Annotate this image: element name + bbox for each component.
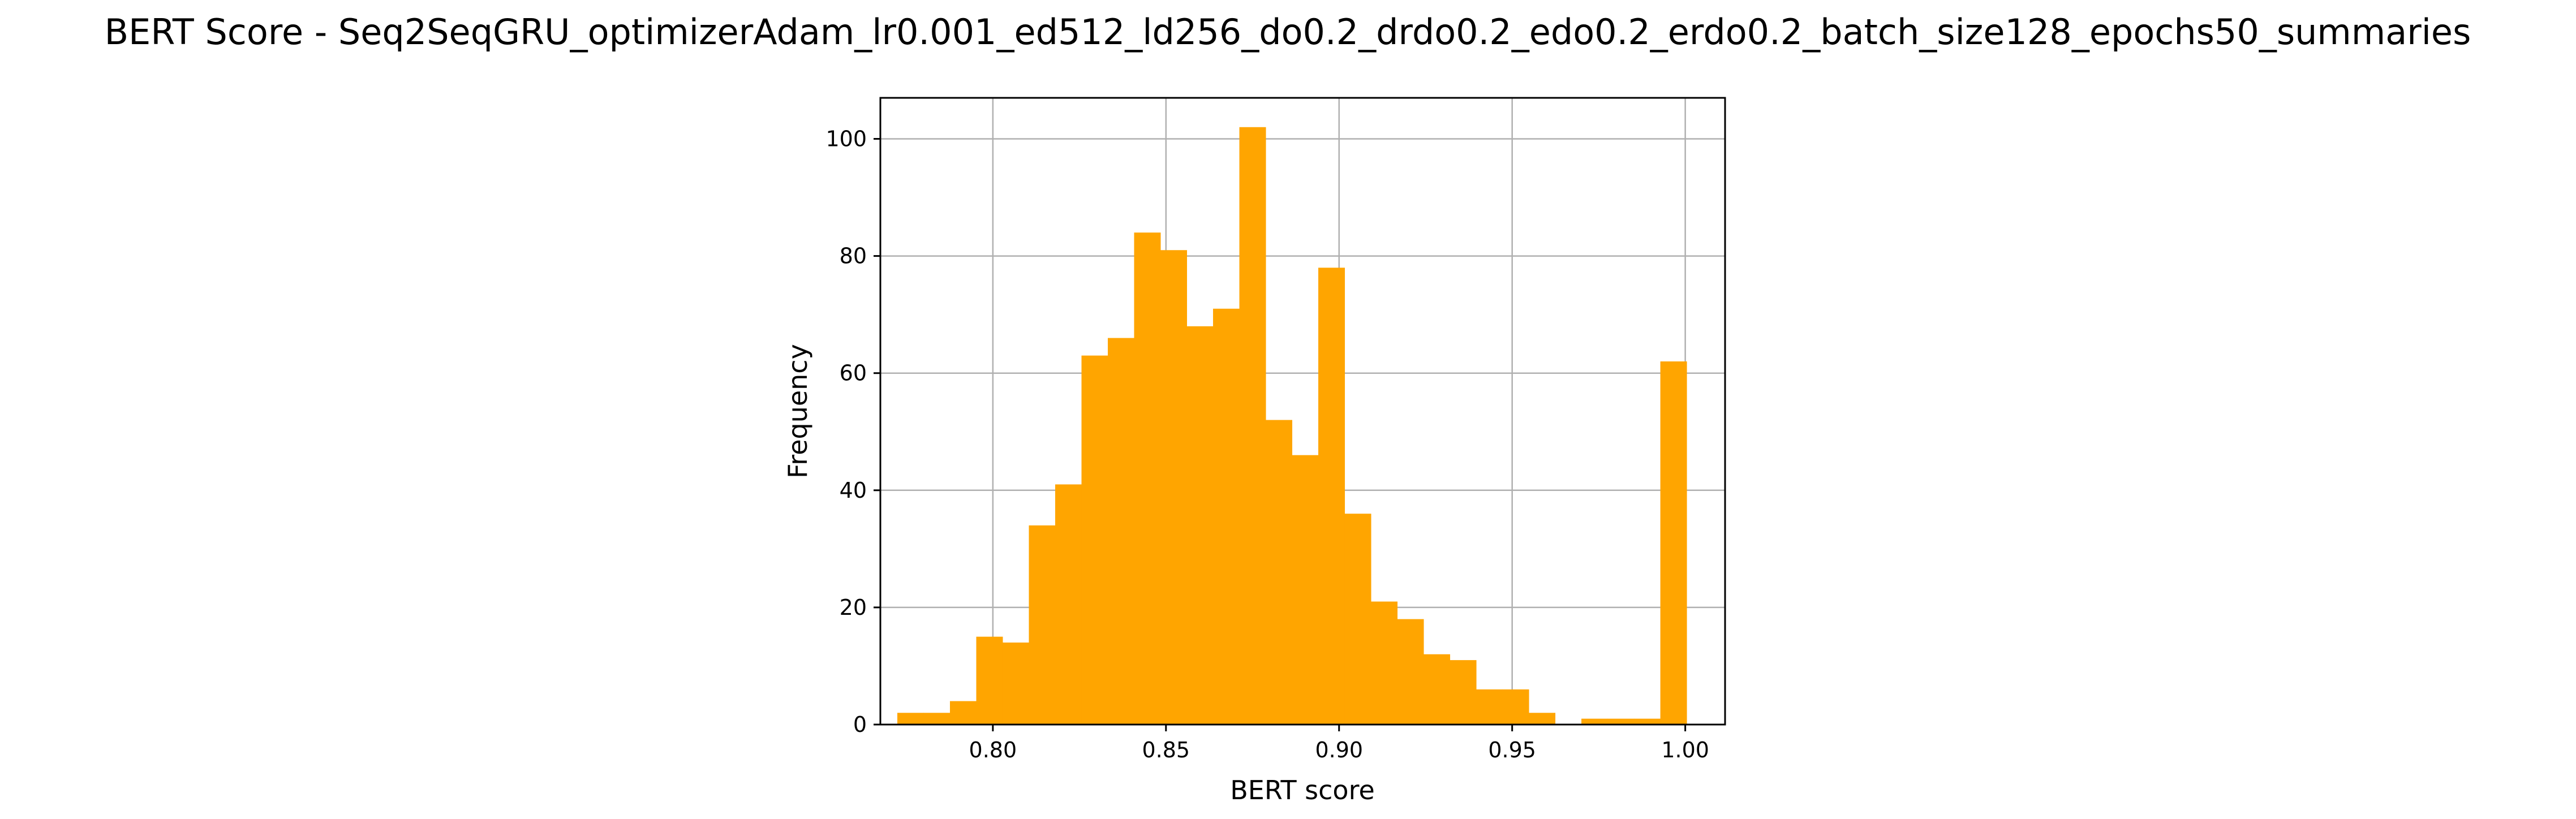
y-tick-label: 100 bbox=[825, 126, 867, 151]
x-tick-label: 1.00 bbox=[1661, 738, 1709, 762]
histogram-bar bbox=[1029, 525, 1056, 725]
histogram-bar bbox=[897, 713, 924, 725]
histogram-bar bbox=[1634, 718, 1661, 725]
x-axis-label: BERT score bbox=[1230, 775, 1375, 805]
histogram-bar bbox=[1581, 718, 1609, 725]
histogram-bar bbox=[1397, 619, 1424, 725]
chart-title: BERT Score - Seq2SeqGRU_optimizerAdam_lr… bbox=[105, 11, 2471, 53]
plot-frame bbox=[879, 97, 1726, 726]
y-axis-label: Frequency bbox=[782, 344, 813, 479]
histogram-bar bbox=[1213, 308, 1240, 725]
histogram-bar bbox=[1318, 268, 1345, 725]
histogram-bar bbox=[1502, 689, 1529, 725]
histogram-bar bbox=[1055, 484, 1082, 725]
x-tick-label: 0.95 bbox=[1488, 738, 1536, 762]
y-tick-label: 40 bbox=[840, 478, 867, 503]
histogram-bar bbox=[1186, 326, 1214, 725]
histogram-bar bbox=[1081, 355, 1108, 725]
histogram-bar bbox=[1371, 601, 1398, 725]
histogram-bar bbox=[1239, 127, 1266, 725]
y-tick-label: 0 bbox=[853, 712, 867, 737]
histogram-bar bbox=[1529, 713, 1556, 725]
histogram-bar bbox=[1607, 718, 1635, 725]
histogram-bar bbox=[1450, 660, 1477, 725]
histogram-bar bbox=[1266, 420, 1293, 725]
histogram-bars bbox=[897, 127, 1687, 725]
y-tick-label: 60 bbox=[840, 361, 867, 386]
histogram-bar bbox=[1476, 689, 1503, 725]
histogram-bar bbox=[976, 636, 1003, 725]
histogram-bar bbox=[1344, 514, 1371, 725]
y-axis-ticks: 0 20 40 60 80 100 bbox=[825, 126, 880, 737]
histogram-bar bbox=[1134, 232, 1161, 725]
histogram-bar bbox=[1108, 338, 1135, 725]
histogram-bar bbox=[949, 701, 977, 725]
y-tick-label: 80 bbox=[840, 244, 867, 269]
x-tick-label: 0.80 bbox=[969, 738, 1017, 762]
histogram-bar bbox=[1424, 654, 1451, 725]
histogram-bar bbox=[1002, 643, 1029, 725]
x-tick-label: 0.90 bbox=[1315, 738, 1363, 762]
histogram-bar bbox=[1660, 361, 1687, 725]
histogram-bar bbox=[1160, 250, 1188, 725]
x-axis-ticks: 0.80 0.85 0.90 0.95 1.00 bbox=[969, 725, 1709, 762]
histogram-bar bbox=[1292, 455, 1319, 725]
y-tick-label: 20 bbox=[840, 595, 867, 620]
x-tick-label: 0.85 bbox=[1142, 738, 1190, 762]
histogram-bar bbox=[923, 713, 951, 725]
